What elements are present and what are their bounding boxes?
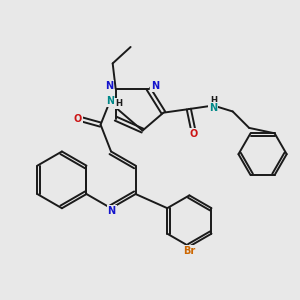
Text: N: N (208, 103, 217, 113)
Text: O: O (190, 129, 198, 139)
Text: N: N (106, 96, 114, 106)
Text: N: N (105, 81, 113, 92)
Text: Br: Br (183, 246, 196, 256)
Text: O: O (74, 114, 82, 124)
Text: H: H (116, 99, 123, 108)
Text: H: H (210, 96, 218, 105)
Text: N: N (108, 206, 116, 216)
Text: N: N (151, 81, 159, 92)
